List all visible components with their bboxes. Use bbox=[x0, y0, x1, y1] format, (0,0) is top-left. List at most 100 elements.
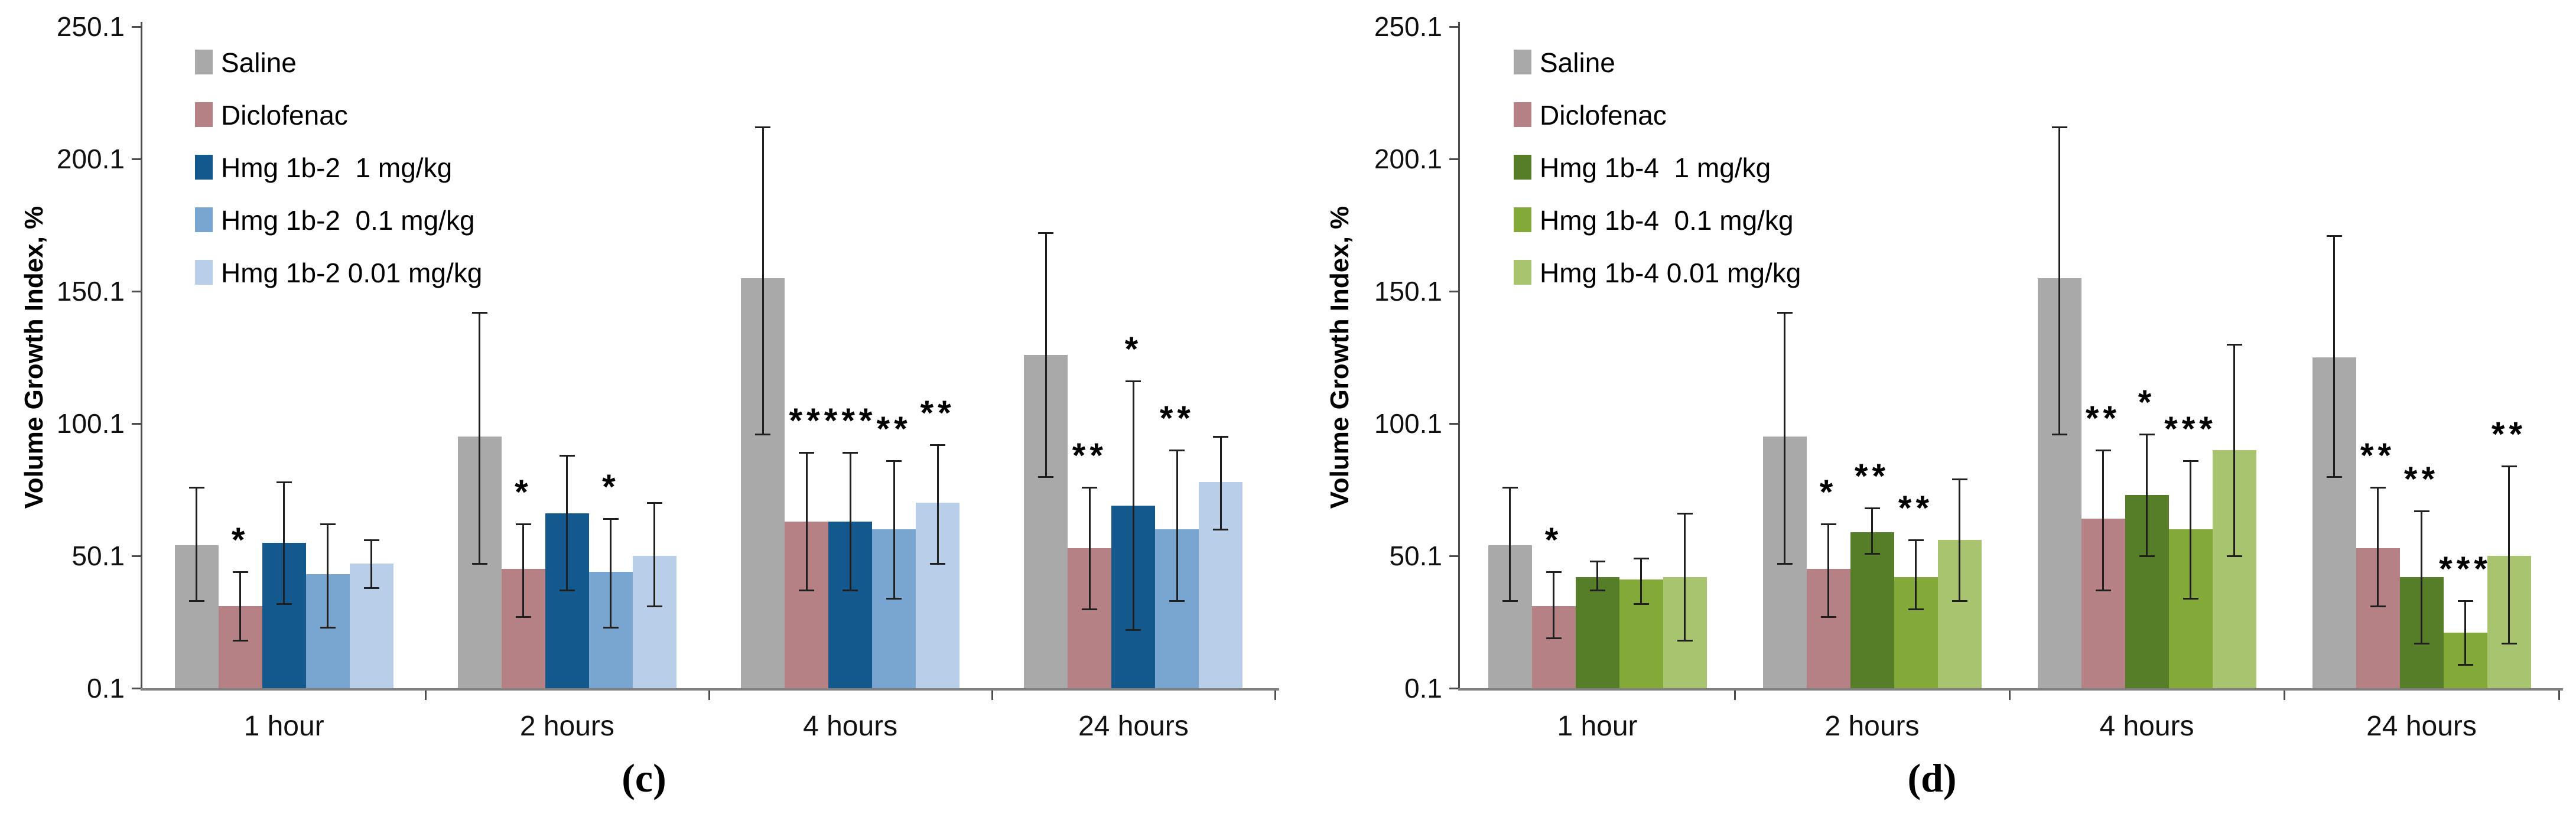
error-bar-cap-bottom bbox=[1633, 603, 1649, 605]
bar bbox=[1850, 532, 1894, 688]
error-bar bbox=[893, 460, 895, 598]
legend-label: Hmg 1b-2 1 mg/kg bbox=[221, 152, 453, 183]
error-bar bbox=[1088, 487, 1091, 609]
error-bar-cap-bottom bbox=[471, 563, 487, 565]
error-bar-cap-top bbox=[2095, 449, 2111, 451]
significance-marker: *** bbox=[2439, 550, 2492, 589]
legend-swatch bbox=[195, 102, 213, 127]
legend-swatch bbox=[195, 50, 213, 74]
error-bar bbox=[2146, 434, 2148, 556]
y-axis-tick bbox=[1449, 291, 1458, 292]
error-bar-cap-top bbox=[2414, 510, 2429, 512]
error-bar-cap-top bbox=[2326, 235, 2342, 237]
y-axis-tick bbox=[1449, 26, 1458, 28]
error-bar-cap-top bbox=[886, 460, 902, 462]
error-bar-cap-bottom bbox=[2095, 590, 2111, 592]
y-axis-tick bbox=[132, 26, 141, 28]
error-bar-cap-top bbox=[1864, 507, 1880, 510]
legend-swatch bbox=[195, 260, 213, 285]
legend-label: Saline bbox=[1540, 47, 1615, 78]
error-bar-cap-bottom bbox=[2226, 555, 2242, 557]
y-tick-label: 100.1 bbox=[56, 408, 125, 439]
error-bar bbox=[1596, 561, 1598, 591]
y-tick-label: 250.1 bbox=[1374, 11, 1442, 42]
error-bar-cap-bottom bbox=[320, 626, 336, 629]
error-bar-cap-top bbox=[843, 452, 858, 454]
significance-marker: *** bbox=[2164, 409, 2217, 448]
x-axis-tick bbox=[991, 691, 993, 700]
legend-item: Hmg 1b-2 0.01 mg/kg bbox=[195, 259, 549, 286]
significance-marker: * bbox=[602, 468, 620, 507]
plot-area-c: 250.1 200.1 150.1 100.1 50.1 0.1 1 hour 2 hours… bbox=[56, 11, 1279, 742]
error-bar bbox=[1219, 437, 1222, 530]
error-bar-cap-top bbox=[1633, 558, 1649, 560]
error-bar bbox=[1132, 381, 1134, 630]
significance-marker: ** bbox=[2491, 415, 2527, 454]
legend-item: Saline bbox=[195, 47, 549, 78]
error-bar-cap-top bbox=[1908, 539, 1924, 542]
error-bar bbox=[283, 481, 285, 604]
error-bar bbox=[2377, 487, 2379, 607]
significance-marker: ** bbox=[789, 402, 824, 441]
error-bar bbox=[2464, 601, 2466, 665]
y-axis-tick bbox=[132, 291, 141, 292]
error-bar bbox=[1176, 450, 1178, 601]
error-bar bbox=[1827, 524, 1829, 617]
error-bar-cap-bottom bbox=[646, 605, 662, 608]
x-axis-tick bbox=[425, 691, 427, 700]
significance-marker: * bbox=[2138, 383, 2156, 422]
error-bar-cap-bottom bbox=[1502, 600, 1518, 603]
error-bar-cap-bottom bbox=[1038, 476, 1054, 478]
error-bar-cap-bottom bbox=[1951, 600, 1967, 603]
significance-marker: * bbox=[1544, 520, 1563, 559]
bar bbox=[1575, 577, 1619, 688]
significance-marker: * bbox=[231, 520, 249, 559]
error-bar bbox=[1684, 513, 1686, 641]
error-bar-cap-top bbox=[799, 452, 815, 454]
error-bar-cap-top bbox=[188, 486, 204, 489]
error-bar-cap-bottom bbox=[515, 616, 531, 618]
x-tick-label: 1 hour bbox=[243, 711, 324, 742]
y-axis-tick bbox=[1449, 423, 1458, 425]
significance-marker: ** bbox=[1898, 489, 1934, 528]
error-bar-cap-bottom bbox=[843, 590, 858, 592]
error-bar-cap-top bbox=[232, 571, 248, 573]
x-tick-label: 24 hours bbox=[2366, 711, 2477, 742]
error-bar-cap-bottom bbox=[2370, 605, 2386, 608]
error-bar bbox=[2421, 510, 2422, 643]
significance-marker: ** bbox=[876, 409, 912, 448]
error-bar bbox=[1553, 571, 1554, 638]
error-bar-cap-bottom bbox=[886, 597, 902, 600]
error-bar-cap-top bbox=[1589, 560, 1605, 562]
error-bar-cap-bottom bbox=[1589, 590, 1605, 592]
error-bar-cap-bottom bbox=[363, 587, 379, 589]
x-tick-label: 1 hour bbox=[1557, 711, 1638, 742]
error-bar-cap-top bbox=[2051, 126, 2067, 129]
legend-swatch bbox=[195, 155, 213, 180]
x-axis-tick bbox=[2284, 691, 2285, 700]
x-tick-label: 24 hours bbox=[1078, 711, 1189, 742]
error-bar-cap-bottom bbox=[2457, 663, 2473, 666]
x-tick-label: 4 hours bbox=[803, 711, 898, 742]
error-bar bbox=[522, 524, 525, 617]
significance-marker: ** bbox=[1854, 457, 1890, 496]
x-axis-tick bbox=[708, 691, 710, 700]
legend-swatch bbox=[195, 207, 213, 232]
error-bar bbox=[1640, 558, 1642, 604]
legend-label: Diclofenac bbox=[1540, 100, 1667, 131]
y-axis-line bbox=[1458, 22, 1460, 691]
chart-panel-d: Volume Growth Index, % 250.1 200.1 150.1 10… bbox=[1288, 0, 2576, 827]
x-axis-tick bbox=[2009, 691, 2011, 700]
error-bar bbox=[1045, 233, 1047, 477]
significance-marker: ** bbox=[920, 393, 955, 432]
error-bar-cap-bottom bbox=[1213, 529, 1229, 531]
legend-item: Hmg 1b-2 0.1 mg/kg bbox=[195, 207, 549, 234]
error-bar-cap-bottom bbox=[1820, 616, 1836, 618]
y-axis-tick bbox=[132, 555, 141, 557]
error-bar-cap-bottom bbox=[603, 626, 619, 629]
legend-item: Hmg 1b-4 1 mg/kg bbox=[1514, 154, 1868, 181]
legend-label: Saline bbox=[221, 47, 297, 78]
error-bar-cap-top bbox=[1169, 449, 1185, 451]
x-tick-label: 2 hours bbox=[1824, 711, 1920, 742]
